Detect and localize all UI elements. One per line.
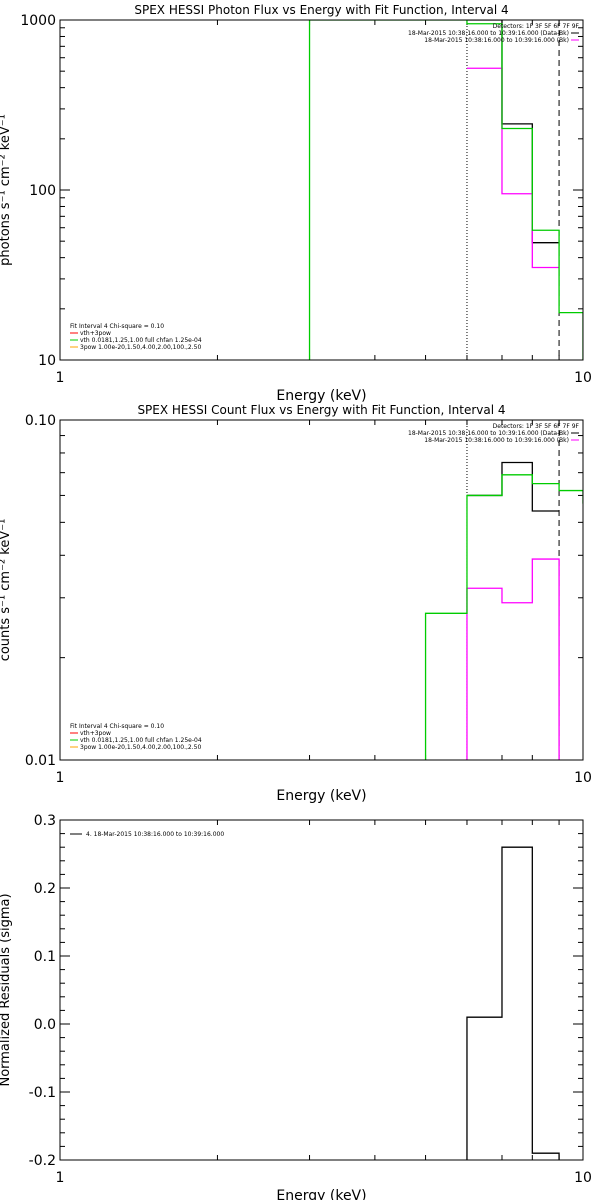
series-2-histogram — [466, 67, 560, 269]
legend-bottom-label: Fit Interval 4 Chi-square = 0.10 — [70, 723, 164, 730]
x-axis-label: Energy (keV) — [276, 1188, 366, 1200]
series-2-histogram — [466, 558, 560, 760]
legend-top-label: Detectors: 1F 3F 5F 6F 7F 9F — [493, 423, 580, 430]
chart-title: SPEX HESSI Count Flux vs Energy with Fit… — [137, 403, 505, 417]
series-3-histogram — [308, 20, 583, 360]
y-tick-label: 10 — [38, 353, 56, 369]
legend-bottom-label: vth+3pow — [80, 330, 111, 337]
x-axis-label: Energy (keV) — [276, 388, 366, 404]
y-tick-label: 0.10 — [25, 413, 56, 429]
series-1-histogram — [466, 846, 560, 1160]
legend-top-label: 18-Mar-2015 10:38:16.000 to 10:39:16.000… — [424, 437, 569, 444]
legend-top-label: 18-Mar-2015 10:38:16.000 to 10:39:16.000… — [408, 430, 569, 437]
x-tick-label: 10 — [574, 1170, 592, 1186]
chart-panel-2: SPEX HESSI Count Flux vs Energy with Fit… — [0, 403, 592, 804]
y-axis-label: Normalized Residuals (sigma) — [0, 893, 13, 1086]
plot-frame — [59, 819, 584, 1161]
legend-bottom-label: Fit Interval 4 Chi-square = 0.10 — [70, 323, 164, 330]
legend-bottom-label: vth 0.0181,1.25,1.00 full chfan 1.25e-04 — [80, 337, 202, 344]
x-tick-label: 10 — [574, 370, 592, 386]
x-tick-label: 1 — [56, 770, 65, 786]
y-tick-label: -0.1 — [29, 1085, 56, 1101]
x-tick-label: 10 — [574, 770, 592, 786]
legend-top-label: 18-Mar-2015 10:38:16.000 to 10:39:16.000… — [408, 30, 569, 37]
legend-top-label: Detectors: 1F 3F 5F 6F 7F 9F — [493, 23, 580, 30]
legend-topleft-label: 4. 18-Mar-2015 10:38:16.000 to 10:39:16.… — [86, 831, 224, 838]
legend-top-label: 18-Mar-2015 10:38:16.000 to 10:39:16.000… — [424, 37, 569, 44]
x-tick-label: 1 — [56, 370, 65, 386]
series-3-histogram — [424, 474, 583, 760]
plot-frame — [59, 19, 584, 361]
x-tick-label: 1 — [56, 1170, 65, 1186]
series-1-histogram — [466, 20, 560, 244]
chart-title: SPEX HESSI Photon Flux vs Energy with Fi… — [134, 3, 508, 17]
legend-bottom-label: vth+3pow — [80, 730, 111, 737]
chart-panel-3: 1 10 -0.2 -0.1 0.0 0.1 0.2 0.3 Energy (keV) Norma… — [0, 813, 592, 1200]
plot-frame — [59, 419, 584, 761]
legend-bottom-label: vth 0.0181,1.25,1.00 full chfan 1.25e-04 — [80, 737, 202, 744]
y-tick-label: 0.3 — [34, 813, 56, 829]
y-axis-label: counts s⁻¹ cm⁻² keV⁻¹ — [0, 519, 13, 662]
x-axis-label: Energy (keV) — [276, 788, 366, 804]
legend-bottom-label: 3pow 1.00e-20,1.50,4.00,2.00,100.,2.50 — [80, 344, 201, 351]
y-tick-label: 0.1 — [34, 949, 56, 965]
y-tick-label: 0.2 — [34, 881, 56, 897]
series-1-histogram — [466, 461, 560, 512]
y-tick-label: 0.01 — [25, 753, 56, 769]
y-tick-label: -0.2 — [29, 1153, 56, 1169]
y-tick-label: 1000 — [20, 13, 56, 29]
y-tick-label: 100 — [29, 183, 56, 199]
y-axis-label: photons s⁻¹ cm⁻² keV⁻¹ — [0, 114, 13, 266]
y-tick-label: 0.0 — [34, 1017, 56, 1033]
legend-bottom-label: 3pow 1.00e-20,1.50,4.00,2.00,100.,2.50 — [80, 744, 201, 751]
chart-panel-1: SPEX HESSI Photon Flux vs Energy with Fi… — [0, 3, 592, 404]
